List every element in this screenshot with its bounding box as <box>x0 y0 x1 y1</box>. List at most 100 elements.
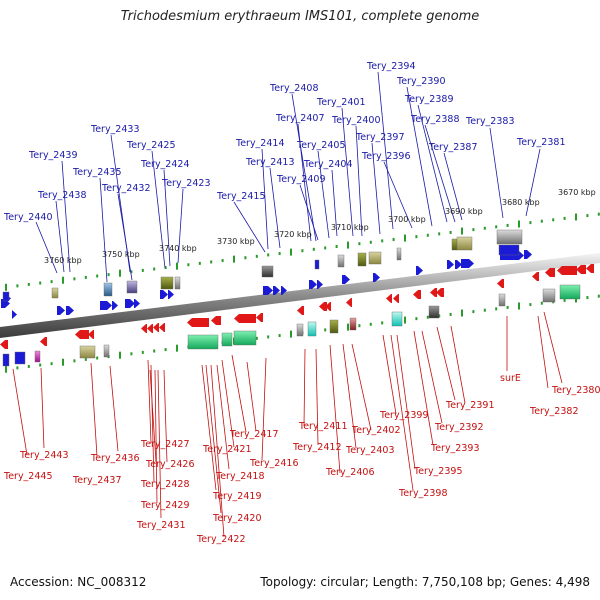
gene-label-reverse[interactable]: Tery_2395 <box>413 466 463 477</box>
leader-line <box>390 334 414 491</box>
gene-label-reverse[interactable]: Tery_2412 <box>292 442 342 453</box>
forward-gene-arrow <box>1 299 10 308</box>
gene-label-reverse[interactable]: Tery_2399 <box>379 410 429 421</box>
gene-label-forward[interactable]: Tery_2435 <box>72 167 122 178</box>
gene-feature-box <box>261 265 274 278</box>
leader-line <box>436 326 456 401</box>
gene-label-forward[interactable]: Tery_2405 <box>296 140 346 151</box>
gene-label-reverse[interactable]: Tery_2427 <box>140 439 190 450</box>
gene-label-forward[interactable]: Tery_2390 <box>396 76 446 87</box>
gene-feature-box <box>160 276 174 290</box>
gene-label-forward[interactable]: Tery_2383 <box>465 116 515 127</box>
gene-label-reverse[interactable]: Tery_2398 <box>398 488 448 499</box>
gene-label-reverse[interactable]: Tery_2443 <box>19 450 69 461</box>
gene-label-forward[interactable]: Tery_2389 <box>404 94 454 105</box>
gene-label-reverse[interactable]: Tery_2428 <box>140 479 190 490</box>
gene-label-reverse[interactable]: Tery_2419 <box>212 491 262 502</box>
gene-features <box>0 229 594 367</box>
leader-line <box>216 364 230 470</box>
gene-feature-box <box>391 311 403 327</box>
gene-label-reverse[interactable]: surE <box>500 373 521 384</box>
gene-label-forward[interactable]: Tery_2394 <box>366 61 416 72</box>
gene-label-reverse[interactable]: Tery_2391 <box>445 400 495 411</box>
gene-label-forward[interactable]: Tery_2414 <box>235 138 285 149</box>
gene-label-reverse[interactable]: Tery_2382 <box>529 406 579 417</box>
reverse-gene-arrow <box>159 323 165 332</box>
gene-label-forward[interactable]: Tery_2423 <box>161 178 211 189</box>
gene-label-reverse[interactable]: Tery_2402 <box>351 425 401 436</box>
gene-label-forward[interactable]: Tery_2433 <box>90 124 140 135</box>
reverse-gene-arrow <box>141 324 147 333</box>
gene-label-reverse[interactable]: Tery_2436 <box>90 453 140 464</box>
reverse-gene-arrow <box>325 302 331 311</box>
gene-label-forward[interactable]: Tery_2400 <box>331 115 381 126</box>
leader-line <box>99 177 108 283</box>
gene-label-reverse[interactable]: Tery_2417 <box>229 429 279 440</box>
gene-label-reverse[interactable]: Tery_2416 <box>249 458 299 469</box>
leader-line <box>413 330 434 446</box>
reverse-gene-arrow <box>153 323 159 332</box>
gene-label-forward[interactable]: Tery_2440 <box>3 212 53 223</box>
leader-line <box>233 201 266 253</box>
gene-label-reverse[interactable]: Tery_2392 <box>434 422 484 433</box>
gene-label-forward[interactable]: Tery_2388 <box>410 114 460 125</box>
gene-label-forward[interactable]: Tery_2415 <box>216 191 266 202</box>
gene-label-reverse[interactable]: Tery_2422 <box>196 534 246 545</box>
gene-label-reverse[interactable]: Tery_2418 <box>215 471 265 482</box>
gene-label-forward[interactable]: Tery_2387 <box>428 142 478 153</box>
gene-label-forward[interactable]: Tery_2439 <box>28 150 78 161</box>
leader-line <box>261 148 269 250</box>
scale-label: 3720 kbp <box>274 230 312 239</box>
gene-label-reverse[interactable]: Tery_2431 <box>136 520 186 531</box>
gene-label-reverse[interactable]: Tery_2380 <box>551 385 600 396</box>
gene-feature-box <box>2 291 10 302</box>
gene-label-forward[interactable]: Tery_2407 <box>275 113 325 124</box>
gene-label-forward[interactable]: Tery_2409 <box>276 174 326 185</box>
gene-label-forward[interactable]: Tery_2404 <box>303 159 353 170</box>
gene-label-reverse[interactable]: Tery_2421 <box>202 444 252 455</box>
gene-feature-box <box>103 344 110 358</box>
forward-gene-arrow <box>100 301 112 310</box>
gene-label-reverse[interactable]: Tery_2426 <box>145 459 195 470</box>
forward-gene-arrow <box>416 266 423 275</box>
forward-gene-arrow <box>447 260 454 269</box>
reverse-gene-arrow <box>88 330 94 339</box>
gene-label-forward[interactable]: Tery_2425 <box>126 140 176 151</box>
gene-label-reverse[interactable]: Tery_2445 <box>3 471 53 482</box>
gene-feature-box <box>456 236 473 251</box>
forward-gene-arrow <box>263 286 273 295</box>
gene-label-forward[interactable]: Tery_2438 <box>37 190 87 201</box>
leader-line <box>109 365 119 452</box>
gene-label-reverse[interactable]: Tery_2437 <box>72 475 122 486</box>
gene-label-reverse[interactable]: Tery_2420 <box>212 513 262 524</box>
gene-feature-box <box>496 229 523 245</box>
leader-line <box>317 150 330 239</box>
gene-feature-box <box>2 353 10 367</box>
gene-label-forward[interactable]: Tery_2381 <box>516 137 566 148</box>
gene-label-forward[interactable]: Tery_2396 <box>361 151 411 162</box>
leader-line <box>90 362 98 457</box>
leader-line <box>525 148 541 217</box>
gene-label-reverse[interactable]: Tery_2406 <box>325 467 375 478</box>
gene-label-forward[interactable]: Tery_2401 <box>316 97 366 108</box>
reverse-gene-arrow <box>413 290 421 299</box>
gene-feature-box <box>221 332 233 347</box>
gene-label-reverse[interactable]: Tery_2411 <box>298 421 348 432</box>
gene-label-forward[interactable]: Tery_2424 <box>140 159 190 170</box>
reverse-gene-arrow <box>0 340 8 349</box>
reverse-gene-arrow <box>586 264 594 273</box>
gene-label-reverse[interactable]: Tery_2393 <box>430 443 480 454</box>
gene-feature-box <box>357 252 367 267</box>
gene-feature-box <box>542 288 556 303</box>
gene-label-reverse[interactable]: Tery_2403 <box>345 445 395 456</box>
leader-line <box>355 125 363 237</box>
gene-label-forward[interactable]: Tery_2408 <box>269 83 319 94</box>
gene-label-reverse[interactable]: Tery_2429 <box>140 500 190 511</box>
reverse-gene-arrow <box>497 279 504 288</box>
reverse-gene-arrow <box>40 337 47 346</box>
gene-label-forward[interactable]: Tery_2397 <box>355 132 405 143</box>
gene-feature-box <box>329 319 339 334</box>
gene-label-forward[interactable]: Tery_2413 <box>245 157 295 168</box>
gene-label-forward[interactable]: Tery_2432 <box>101 183 151 194</box>
reverse-gene-arrow <box>75 330 89 339</box>
